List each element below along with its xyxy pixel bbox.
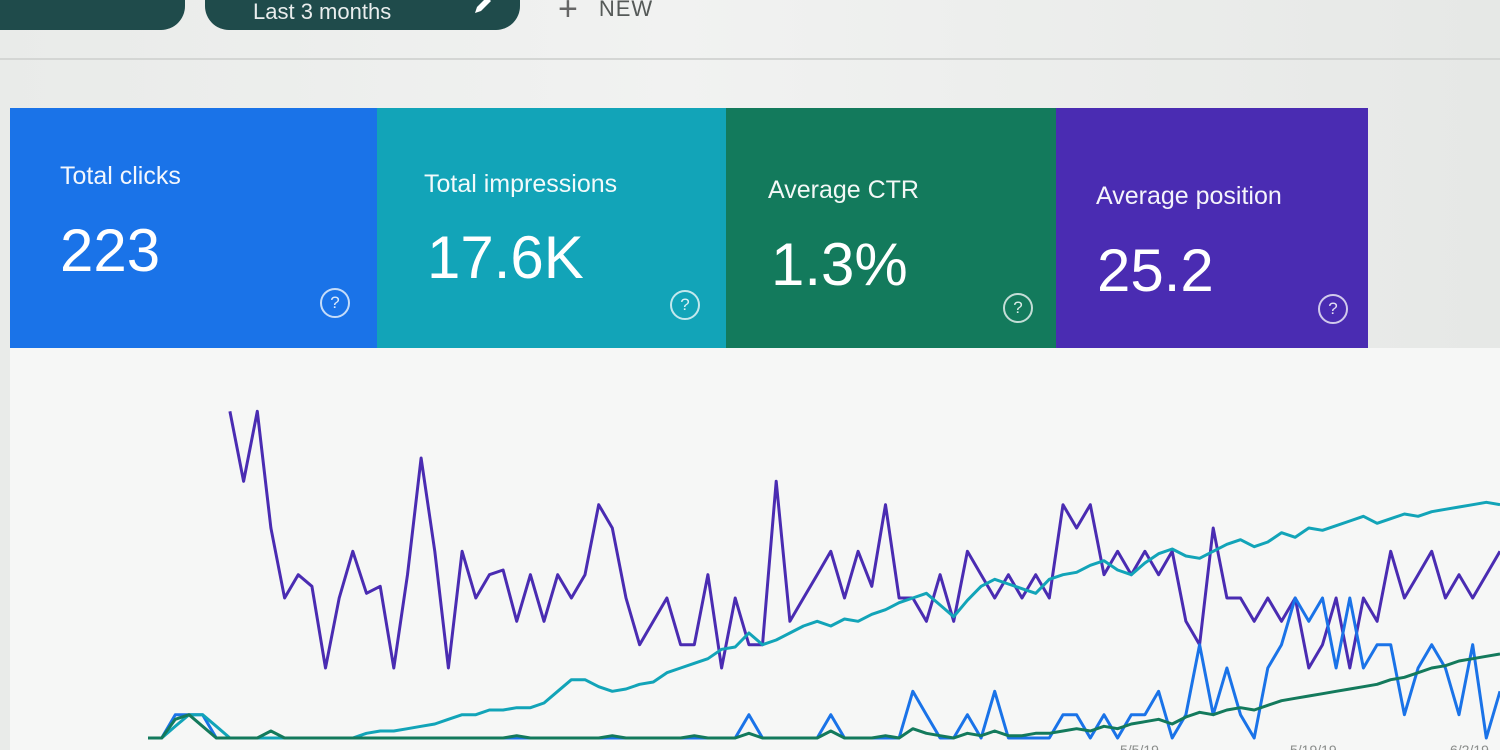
series-line-clicks [148,596,1500,740]
metric-label: Average CTR [768,176,919,204]
help-circle-icon[interactable]: ? [320,288,350,318]
new-filter-button[interactable]: + NEW [558,0,654,28]
x-tick-label: 5/19/19 [1290,742,1337,750]
help-circle-icon[interactable]: ? [1003,293,1033,323]
series-line-ctr [148,652,1500,740]
new-button-label: NEW [598,0,654,21]
help-circle-icon[interactable]: ? [670,290,700,320]
metric-cards: Total clicks 223 ? Total impressions 17.… [10,108,1368,348]
total-clicks-card[interactable]: Total clicks 223 ? [10,108,377,348]
date-range-label: Last 3 months [253,0,392,24]
performance-chart-panel: 5/5/19 5/19/19 6/2/19 [10,348,1500,750]
plus-icon: + [558,0,579,28]
x-tick-label: 6/2/19 [1450,742,1489,750]
search-type-filter-chip[interactable] [0,0,185,30]
total-impressions-card[interactable]: Total impressions 17.6K ? [377,108,726,348]
help-circle-icon[interactable]: ? [1318,294,1348,324]
x-tick-label: 5/5/19 [1120,742,1159,750]
metric-label: Total clicks [60,162,181,190]
metric-label: Average position [1096,182,1282,210]
metric-value: 25.2 [1097,237,1214,304]
series-line-position [228,409,1500,670]
pencil-icon [472,0,494,22]
average-position-card[interactable]: Average position 25.2 ? [1056,108,1368,348]
metric-value: 223 [60,217,161,284]
metric-value: 17.6K [427,224,584,291]
series-line-impressions [148,500,1500,740]
performance-line-chart[interactable] [10,348,1500,750]
metric-value: 1.3% [771,231,908,298]
date-range-filter-chip[interactable]: Last 3 months [205,0,520,30]
filter-toolbar: Last 3 months + NEW [0,0,1500,60]
metric-label: Total impressions [424,170,618,198]
average-ctr-card[interactable]: Average CTR 1.3% ? [726,108,1056,348]
